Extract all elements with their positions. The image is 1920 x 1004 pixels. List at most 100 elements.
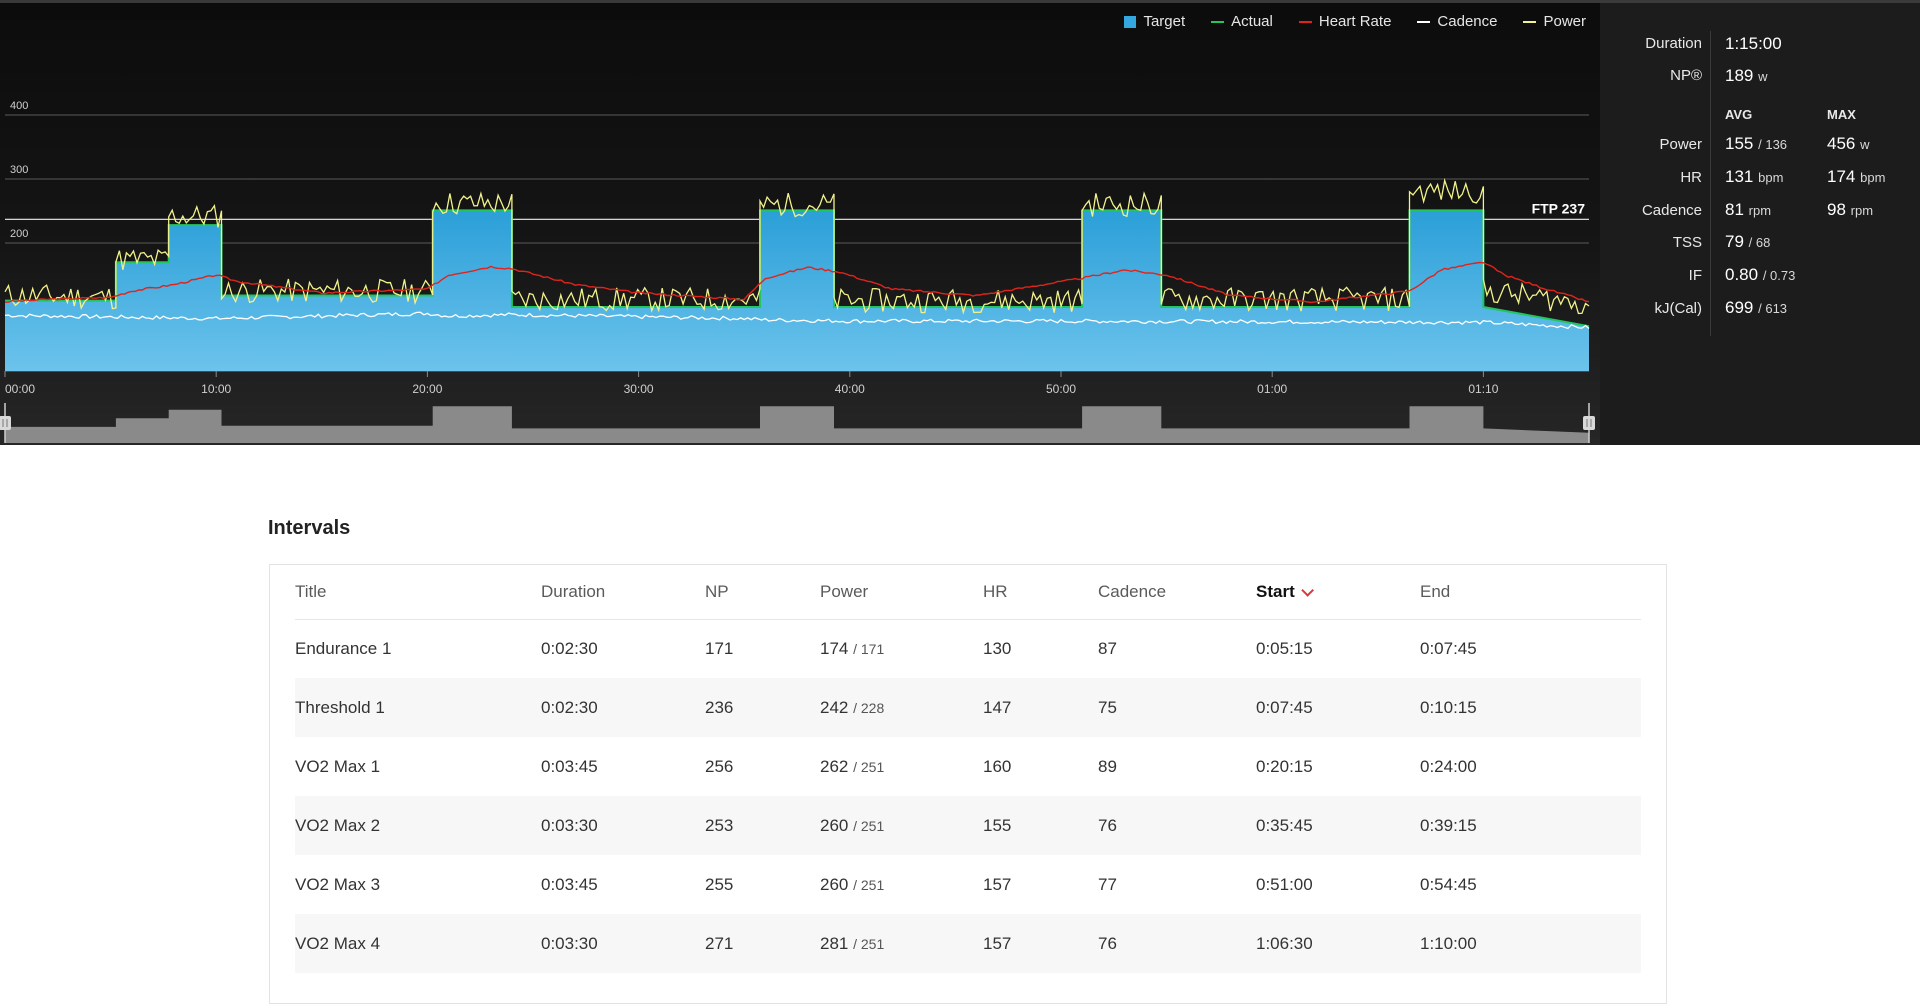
np-label: NP® [1670, 67, 1702, 84]
column-header-label: NP [705, 582, 729, 601]
stat-label-power: Power [1659, 136, 1702, 153]
column-header-hr[interactable]: HR [983, 565, 1008, 619]
column-header-np[interactable]: NP [705, 565, 729, 619]
column-header-title[interactable]: Title [295, 565, 327, 619]
legend-label-cadence: Cadence [1437, 13, 1498, 30]
table-row[interactable]: Endurance 1 0:02:30 171 174 / 171 130 87 0:05:… [295, 619, 1641, 678]
cell-duration: 0:02:30 [541, 698, 598, 717]
power-main: 260 [820, 875, 849, 894]
cell-np: 253 [705, 816, 734, 835]
column-header-cadence[interactable]: Cadence [1098, 565, 1166, 619]
x-tick-label: 50:00 [1046, 382, 1076, 396]
cell-cadence: 89 [1098, 757, 1117, 776]
cell-end: 1:10:00 [1420, 934, 1477, 953]
cell-cadence: 75 [1098, 698, 1117, 717]
duration-label: Duration [1645, 35, 1702, 52]
cell-hr: 157 [983, 875, 1012, 894]
cell-title: Threshold 1 [295, 698, 385, 717]
cell-title: VO2 Max 3 [295, 875, 381, 894]
legend-item-actual[interactable]: Actual [1211, 13, 1273, 30]
cell-power: 281 / 251 [820, 914, 884, 974]
cell-hr: 155 [983, 816, 1012, 835]
x-tick-label: 01:10 [1468, 382, 1498, 396]
cell-cadence: 76 [1098, 934, 1117, 953]
stat-label-hr: HR [1680, 169, 1702, 186]
range-handle-left[interactable] [0, 403, 12, 443]
cell-duration: 0:02:30 [541, 639, 598, 658]
cell-start: 0:35:45 [1256, 816, 1313, 835]
stat-max-main: 98 [1827, 200, 1846, 219]
intervals-heading: Intervals [268, 517, 351, 539]
power-sub: / 228 [853, 700, 885, 716]
x-tick-label: 10:00 [201, 382, 231, 396]
power-main: 260 [820, 816, 849, 835]
legend-item-target[interactable]: Target [1124, 13, 1185, 30]
workout-overview [5, 406, 1589, 443]
stat-avg-sub: / 68 [1748, 235, 1771, 250]
cell-power: 260 / 251 [820, 855, 884, 915]
stat-avg-sub: bpm [1758, 170, 1784, 185]
column-header-end[interactable]: End [1420, 565, 1450, 619]
legend-item-cadence[interactable]: Cadence [1417, 13, 1497, 30]
heart-rate-line [5, 261, 1590, 304]
column-header-power[interactable]: Power [820, 565, 868, 619]
column-header-label: Duration [541, 582, 606, 601]
cell-np: 271 [705, 934, 734, 953]
table-row[interactable]: VO2 Max 1 0:03:45 256 262 / 251 160 89 0:20:15… [295, 737, 1641, 796]
stat-avg-main: 131 [1725, 167, 1754, 186]
table-row[interactable]: VO2 Max 2 0:03:30 253 260 / 251 155 76 0:35:45… [295, 796, 1641, 855]
summary-divider [1710, 31, 1711, 336]
column-header-label: Power [820, 582, 869, 601]
stat-label-tss: TSS [1672, 234, 1702, 251]
legend-item-power[interactable]: Power [1523, 13, 1586, 30]
legend-swatch-actual [1211, 20, 1225, 23]
cell-np: 256 [705, 757, 734, 776]
cell-end: 0:10:15 [1420, 698, 1477, 717]
column-header-start[interactable]: Start [1256, 565, 1314, 619]
cell-title: VO2 Max 4 [295, 934, 381, 953]
workout-chart[interactable]: 400 300 200 FTP 237 00:00 10:00 20:00 30:00 40:… [0, 3, 1600, 445]
workout-chart-panel[interactable]: 400 300 200 FTP 237 00:00 10:00 20:00 30:00 40:… [0, 0, 1600, 445]
stat-avg-hr: 131 bpm [1725, 167, 1783, 187]
table-row[interactable]: VO2 Max 4 0:03:30 271 281 / 251 157 76 1:06:30… [295, 914, 1641, 973]
stat-label-if: IF [1688, 267, 1702, 284]
stat-avg-cadence: 81 rpm [1725, 200, 1771, 220]
stat-max-hr: 174 bpm [1827, 167, 1885, 187]
x-tick-label: 00:00 [5, 382, 35, 396]
stat-max-cadence: 98 rpm [1827, 200, 1873, 220]
cadence-line [4, 311, 1590, 330]
stat-avg-power: 155 / 136 [1725, 134, 1787, 154]
legend-swatch-target [1124, 15, 1137, 28]
power-sub: / 251 [853, 818, 885, 834]
power-sub: / 251 [853, 877, 885, 893]
power-main: 174 [820, 639, 849, 658]
intervals-table: Title Duration NP Power HR Cadence Start End En… [269, 564, 1667, 1004]
column-header-label: HR [983, 582, 1008, 601]
cell-hr: 147 [983, 698, 1012, 717]
column-header-label: Cadence [1098, 582, 1167, 601]
stat-avg-main: 699 [1725, 298, 1754, 317]
max-column-header: MAX [1827, 107, 1856, 122]
y-tick-label: 400 [10, 100, 28, 112]
stat-avg-sub: / 613 [1758, 301, 1788, 316]
sort-desc-icon[interactable] [1300, 584, 1314, 597]
cell-power: 242 / 228 [820, 678, 884, 738]
column-header-label: End [1420, 582, 1451, 601]
table-row[interactable]: Threshold 1 0:02:30 236 242 / 228 147 75 0:07:… [295, 678, 1641, 737]
cell-duration: 0:03:30 [541, 934, 598, 953]
stat-label-kj-cal: kJ(Cal) [1654, 300, 1703, 317]
legend-label-power: Power [1543, 13, 1586, 30]
cell-start: 0:07:45 [1256, 698, 1313, 717]
cell-duration: 0:03:45 [541, 757, 598, 776]
cell-end: 0:54:45 [1420, 875, 1477, 894]
column-header-duration[interactable]: Duration [541, 565, 605, 619]
column-header-label: Start [1256, 582, 1295, 601]
power-line [4, 177, 1590, 315]
range-handle-right[interactable] [1582, 403, 1596, 443]
power-main: 281 [820, 934, 849, 953]
np-unit: w [1758, 69, 1768, 84]
legend-item-heart-rate[interactable]: Heart Rate [1298, 13, 1391, 30]
column-header-label: Title [295, 582, 327, 601]
table-row[interactable]: VO2 Max 3 0:03:45 255 260 / 251 157 77 0:51:00… [295, 855, 1641, 914]
table-header-row: Title Duration NP Power HR Cadence Start End [295, 565, 1641, 620]
